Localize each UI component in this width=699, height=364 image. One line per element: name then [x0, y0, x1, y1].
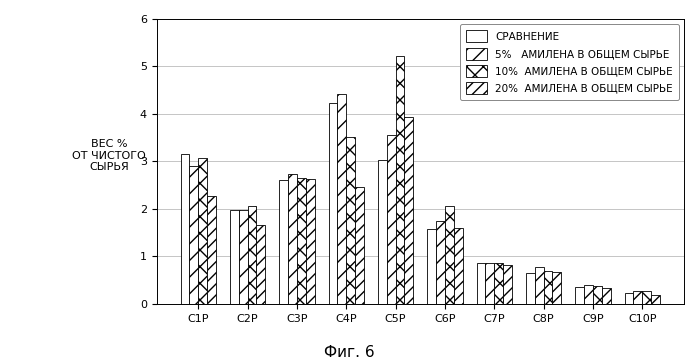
Y-axis label: ВЕС %
ОТ ЧИСТОГО
СЫРЬЯ: ВЕС % ОТ ЧИСТОГО СЫРЬЯ — [72, 139, 146, 172]
Bar — [247, 206, 257, 304]
Bar — [329, 103, 338, 304]
Bar — [355, 187, 364, 304]
Bar — [602, 288, 611, 304]
Bar — [346, 137, 355, 304]
Bar — [477, 264, 485, 304]
Bar — [651, 295, 660, 304]
Bar — [199, 158, 207, 304]
Bar — [288, 174, 297, 304]
Bar — [257, 225, 266, 304]
Bar — [230, 210, 239, 304]
Bar — [436, 221, 445, 304]
Bar — [552, 272, 561, 304]
Bar — [526, 273, 535, 304]
Bar — [279, 181, 288, 304]
Bar — [207, 195, 216, 304]
Bar — [396, 56, 405, 304]
Bar — [633, 292, 642, 304]
Bar — [189, 166, 199, 304]
Bar — [405, 117, 413, 304]
Bar — [584, 285, 593, 304]
Bar — [503, 265, 512, 304]
Bar — [575, 287, 584, 304]
Bar — [535, 267, 544, 304]
Bar — [338, 94, 346, 304]
Bar — [624, 293, 633, 304]
Bar — [387, 135, 396, 304]
Bar — [445, 206, 454, 304]
Bar — [306, 179, 315, 304]
Bar — [544, 270, 552, 304]
Bar — [454, 228, 463, 304]
Bar — [239, 210, 247, 304]
Bar — [427, 229, 436, 304]
Bar — [494, 264, 503, 304]
Bar — [378, 161, 387, 304]
Bar — [593, 286, 602, 304]
Bar — [297, 178, 306, 304]
Text: Фиг. 6: Фиг. 6 — [324, 345, 375, 360]
Bar — [642, 291, 651, 304]
Bar — [485, 264, 494, 304]
Legend: СРАВНЕНИЕ, 5%   АМИЛЕНА В ОБЩЕМ СЫРЬЕ, 10%  АМИЛЕНА В ОБЩЕМ СЫРЬЕ, 20%  АМИЛЕНА : СРАВНЕНИЕ, 5% АМИЛЕНА В ОБЩЕМ СЫРЬЕ, 10%… — [459, 24, 679, 100]
Bar — [180, 154, 189, 304]
